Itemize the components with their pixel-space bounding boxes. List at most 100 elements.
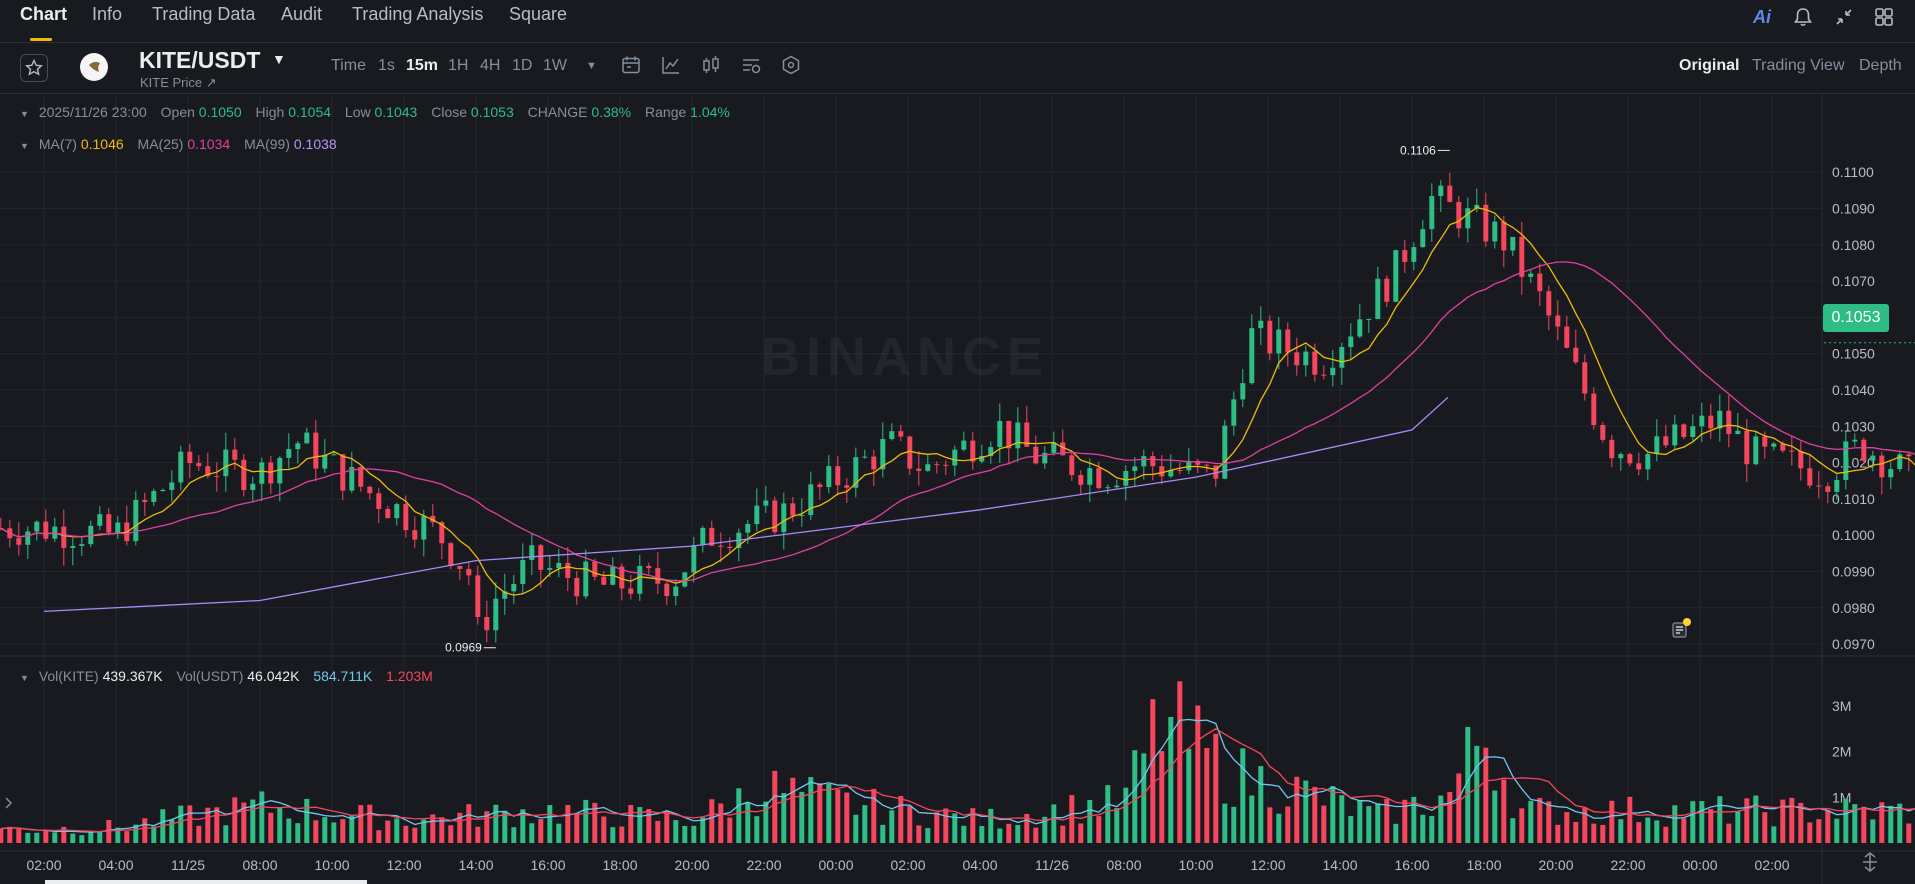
candle-body [646, 565, 652, 569]
volume-bar [1267, 807, 1273, 843]
candle-body [475, 575, 481, 618]
pair-dropdown-caret-icon[interactable]: ▼ [272, 51, 286, 67]
candle-body [1753, 436, 1759, 465]
candle-body [493, 598, 499, 631]
candle-body [1627, 454, 1633, 464]
volume-bar [421, 819, 427, 843]
candle-body [1771, 443, 1777, 447]
candle-body [1582, 362, 1588, 394]
volume-bar [1582, 807, 1588, 843]
volume-bar [754, 816, 760, 843]
expand-side-icon[interactable] [2, 794, 16, 812]
pair-subtitle-link[interactable]: KITE Price ↗ [140, 75, 217, 90]
candle-body [898, 431, 904, 437]
interval-1w[interactable]: 1W [543, 57, 567, 74]
volume-bar [1501, 779, 1507, 843]
candle-body [34, 521, 40, 532]
volume-bar [1807, 822, 1813, 843]
volume-bar [1573, 822, 1579, 843]
time-scrollbar[interactable] [45, 880, 367, 884]
candle-body [1132, 466, 1138, 471]
ai-icon[interactable]: Ai [1753, 7, 1771, 27]
collapse-icon[interactable] [1833, 6, 1857, 30]
price-chart[interactable]: BINANCE0.11000.10900.10800.10700.10600.1… [0, 93, 1915, 884]
grid-icon[interactable] [1873, 6, 1897, 30]
candle-body [1195, 460, 1201, 465]
interval-1d[interactable]: 1D [512, 57, 533, 74]
volume-bar [835, 789, 841, 843]
x-tick-label: 02:00 [26, 857, 61, 873]
candle-body [1348, 336, 1354, 348]
volume-bar [583, 799, 589, 843]
candle-body [367, 486, 373, 494]
interval-15m[interactable]: 15m [406, 57, 439, 74]
volume-bar [439, 817, 445, 843]
view-original[interactable]: Original [1679, 57, 1740, 74]
candle-body [502, 591, 508, 599]
candle-body [394, 504, 400, 519]
candle-body [1420, 229, 1426, 248]
view-depth[interactable]: Depth [1859, 57, 1902, 74]
volume-bar [1222, 803, 1228, 843]
interval-more-caret-icon[interactable]: ▼ [586, 60, 597, 72]
notes-icon[interactable] [1669, 618, 1691, 640]
x-tick-label: 10:00 [1178, 857, 1213, 873]
tab-info[interactable]: Info [92, 4, 123, 24]
candle-body [1213, 465, 1219, 479]
candle-body [961, 440, 967, 450]
candle-type-icon[interactable] [700, 54, 722, 76]
hexagon-icon[interactable] [780, 54, 802, 76]
volume-bar [1285, 806, 1291, 843]
pair-name[interactable]: KITE/USDT [139, 47, 261, 73]
candle-body [1744, 430, 1750, 465]
candle-body [1177, 469, 1183, 471]
tab-audit[interactable]: Audit [281, 4, 323, 24]
candle-body [1051, 442, 1057, 453]
volume-bar [556, 823, 562, 843]
favorite-star-button[interactable] [20, 54, 48, 82]
volume-bar [1375, 803, 1381, 843]
vol-ma1-value: 584.711K [313, 668, 373, 684]
candle-body [1519, 236, 1525, 277]
tab-square[interactable]: Square [509, 4, 568, 24]
scale-toggle-icon[interactable] [1860, 851, 1880, 873]
candle-body [1321, 374, 1327, 376]
x-tick-label: 02:00 [1754, 857, 1789, 873]
symbol-toolbar: KITE/USDT ▼ KITE Price ↗ Time 1s 15m 1H … [0, 43, 1915, 94]
volume-bar [1600, 824, 1606, 843]
volume-bar [1546, 801, 1552, 843]
calendar-icon[interactable] [620, 54, 642, 76]
candle-body [169, 482, 175, 490]
ma7-line [0, 207, 1915, 596]
binance-watermark: BINANCE [761, 327, 1049, 387]
candle-body [43, 521, 49, 539]
interval-time-label[interactable]: Time [331, 57, 366, 74]
tab-chart[interactable]: Chart [20, 4, 68, 24]
candle-body [223, 449, 229, 477]
interval-4h[interactable]: 4H [480, 57, 501, 74]
candle-body [1393, 250, 1399, 302]
candle-body [556, 562, 562, 569]
candle-body [1735, 430, 1741, 435]
candle-body [1249, 328, 1255, 384]
view-trading-view[interactable]: Trading View [1752, 57, 1845, 74]
interval-1s[interactable]: 1s [378, 57, 395, 74]
settings-icon[interactable] [740, 54, 762, 76]
tab-trading-analysis[interactable]: Trading Analysis [352, 4, 484, 24]
volume-bar [511, 827, 517, 843]
interval-1h[interactable]: 1H [448, 57, 469, 74]
volume-bar [1186, 748, 1192, 843]
candle-body [1717, 410, 1723, 429]
volume-bar [1402, 799, 1408, 843]
candle-body [304, 432, 310, 444]
indicator-icon[interactable] [660, 54, 682, 76]
volume-bar [1006, 823, 1012, 843]
volume-bar [817, 783, 823, 843]
candle-body [664, 583, 670, 597]
bell-icon[interactable] [1792, 6, 1816, 30]
volume-bar [1150, 699, 1156, 843]
volume-bar [1366, 806, 1372, 843]
volume-bar [907, 806, 913, 843]
volume-bar [808, 777, 814, 843]
tab-trading-data[interactable]: Trading Data [152, 4, 256, 24]
